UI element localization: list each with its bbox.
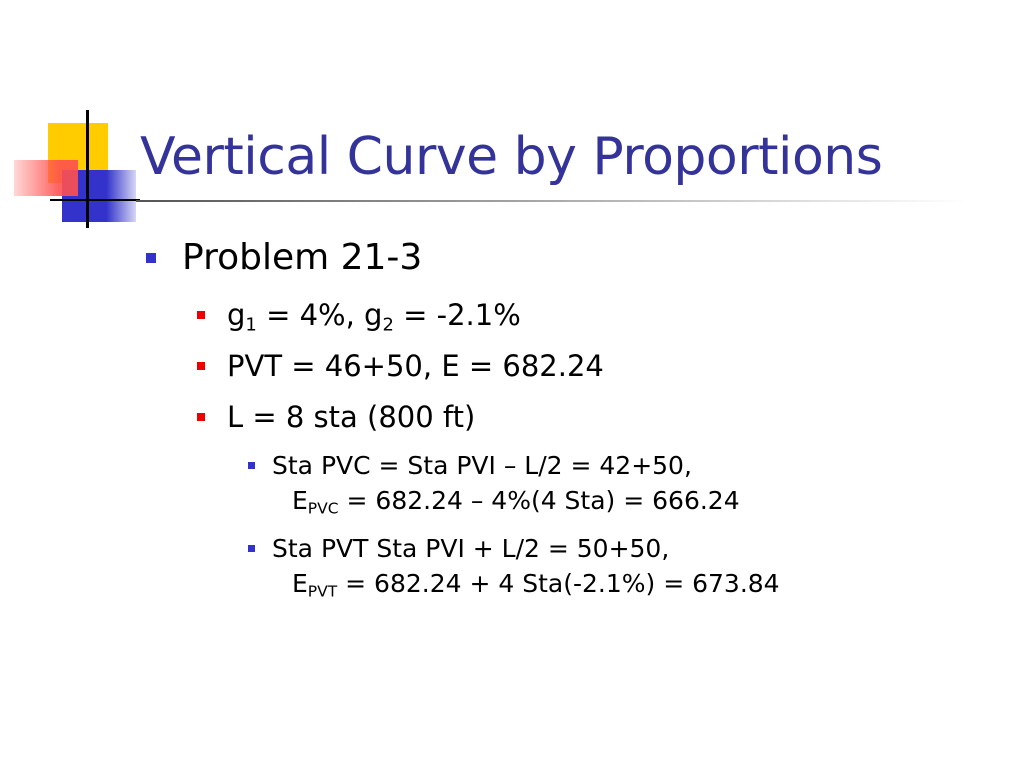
text-run: PVT = 46+50, E = 682.24 <box>227 349 604 383</box>
bullet-text: g1 = 4%, g2 = -2.1% <box>227 296 521 334</box>
text-run: E <box>292 485 308 515</box>
deco-hline <box>50 199 140 201</box>
subscript: PVC <box>307 499 339 518</box>
text-run: g <box>227 298 246 332</box>
bullet <box>197 311 205 319</box>
bullet-text: Problem 21-3 <box>182 236 422 280</box>
bullet <box>197 413 205 421</box>
bullet-text: Sta PVC = Sta PVI – L/2 = 42+50, <box>272 448 692 483</box>
bullet-text: L = 8 sta (800 ft) <box>227 398 475 436</box>
bullet <box>197 362 205 370</box>
deco-red <box>14 160 78 196</box>
bullet <box>248 544 255 552</box>
bullet-text: Sta PVT Sta PVI + L/2 = 50+50, <box>272 531 669 566</box>
text-run: = -2.1% <box>393 298 521 332</box>
subscript: 2 <box>382 314 394 336</box>
title-rule <box>136 200 966 202</box>
subscript: PVT <box>307 582 338 601</box>
bullet <box>146 253 156 263</box>
bullet-text: PVT = 46+50, E = 682.24 <box>227 347 604 385</box>
text-run: = 682.24 – 4%(4 Sta) = 666.24 <box>338 485 740 515</box>
text-run: Sta PVC = Sta PVI – L/2 = 42+50, <box>272 450 692 480</box>
text-run: = 4%, g <box>256 298 383 332</box>
text-run: Problem 21-3 <box>182 237 423 278</box>
text-run: L = 8 sta (800 ft) <box>227 400 476 434</box>
text-run: = 682.24 + 4 Sta(-2.1%) = 673.84 <box>337 568 780 598</box>
text-run: Sta PVT Sta PVI + L/2 = 50+50, <box>272 533 670 563</box>
bullet-text: EPVT = 682.24 + 4 Sta(-2.1%) = 673.84 <box>292 566 780 601</box>
bullet <box>248 461 255 469</box>
text-run: E <box>292 568 308 598</box>
bullet-text: EPVC = 682.24 – 4%(4 Sta) = 666.24 <box>292 483 740 518</box>
deco-vline <box>86 110 89 228</box>
slide-title: Vertical Curve by Proportions <box>140 127 883 187</box>
subscript: 1 <box>245 314 257 336</box>
